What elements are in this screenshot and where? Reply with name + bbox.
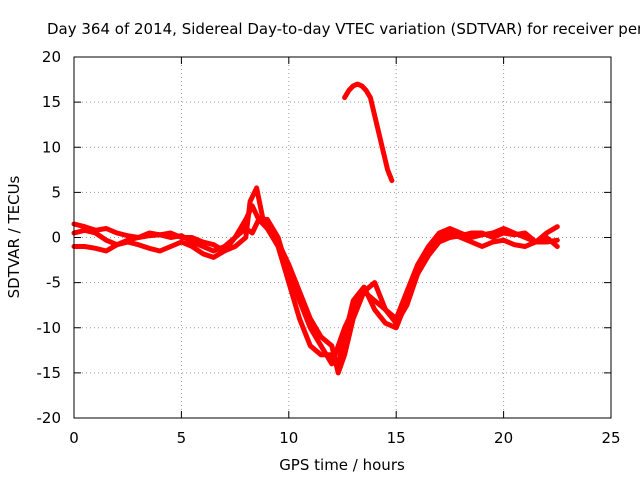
y-tick-label: 20 [42,48,61,66]
x-axis-label: GPS time / hours [279,456,405,474]
data-series-arc-1 [71,203,560,367]
x-tick-label: 10 [279,429,298,447]
y-tick-labels: 20 15 10 5 0 -5 -10 -15 -20 [37,48,62,427]
y-tick-label: -5 [46,274,61,292]
data-series-arc-3 [71,185,560,376]
y-tick-label: 5 [51,183,61,201]
y-tick-label: 15 [42,93,61,111]
tick-marks [73,56,612,419]
y-tick-label: -10 [37,319,62,337]
x-tick-label: 25 [601,429,620,447]
y-tick-label: 0 [51,229,61,247]
x-tick-label: 0 [69,429,79,447]
x-tick-label: 15 [387,429,406,447]
x-tick-labels: 0 5 10 15 20 25 [69,429,620,447]
chart-title: Day 364 of 2014, Sidereal Day-to-day VTE… [47,20,640,38]
x-tick-label: 20 [494,429,513,447]
y-axis-label: SDTVAR / TECUs [5,175,23,298]
data-series-arc-2 [71,216,560,367]
data-series-arc-4 [342,81,395,184]
y-tick-label: -15 [37,364,62,382]
y-tick-label: 10 [42,138,61,156]
y-tick-label: -20 [37,409,62,427]
x-tick-label: 5 [177,429,187,447]
series-group [71,81,560,376]
